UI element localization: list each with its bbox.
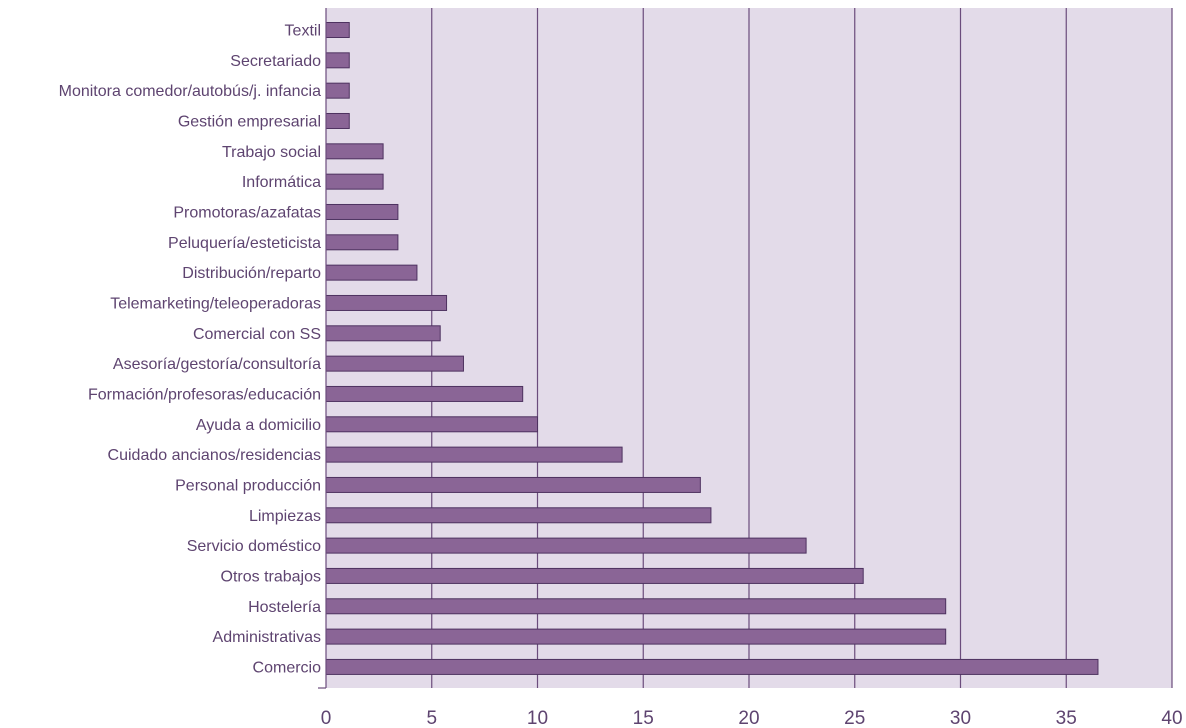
category-label: Formación/profesoras/educación [88, 386, 321, 403]
category-label: Monitora comedor/autobús/j. infancia [59, 83, 321, 100]
x-tick-label: 5 [426, 708, 437, 728]
category-label: Cuidado ancianos/residencias [108, 447, 321, 464]
x-tick-label: 15 [633, 708, 654, 728]
bar-10 [325, 325, 441, 342]
bar-19 [325, 598, 947, 615]
category-label: Comercio [253, 659, 322, 676]
x-tick-label: 10 [527, 708, 548, 728]
category-label: Peluquería/esteticista [168, 235, 321, 252]
bar-5 [325, 173, 384, 190]
category-label: Telemarketing/teleoperadoras [110, 295, 321, 312]
bar-16 [325, 507, 712, 524]
category-label: Personal producción [175, 477, 321, 494]
category-label: Administrativas [213, 629, 321, 646]
category-label: Limpiezas [249, 508, 321, 525]
bar-8 [325, 264, 418, 281]
bar-2 [325, 82, 350, 99]
bar-1 [325, 52, 350, 69]
bar-20 [325, 628, 947, 645]
category-labels: Textil Secretariado Monitora comedor/autob… [59, 23, 321, 677]
bar-9 [325, 294, 448, 311]
bar-7 [325, 234, 399, 251]
x-tick-label: 20 [738, 708, 759, 728]
bars [325, 22, 1099, 675]
category-label: Distribución/reparto [182, 265, 321, 282]
bar-6 [325, 203, 399, 220]
category-label: Informática [242, 174, 321, 191]
bar-4 [325, 143, 384, 160]
category-label: Hostelería [248, 599, 321, 616]
x-tick-label: 35 [1056, 708, 1077, 728]
category-label: Promotoras/azafatas [173, 204, 321, 221]
bar-0 [325, 22, 350, 38]
bar-18 [325, 567, 864, 584]
axes [318, 8, 327, 689]
category-label: Asesoría/gestoría/consultoría [113, 356, 321, 373]
category-label: Textil [285, 23, 321, 40]
x-tick-label: 30 [950, 708, 971, 728]
category-label: Comercial con SS [193, 326, 321, 343]
gridlines [431, 8, 1173, 688]
bar-15 [325, 476, 701, 493]
category-label: Secretariado [230, 53, 321, 70]
bar-3 [325, 112, 350, 129]
category-label: Servicio doméstico [187, 538, 321, 555]
bar-13 [325, 416, 538, 433]
x-tick-label: 0 [321, 708, 332, 728]
tick-labels: 0 5 10 15 20 25 30 35 40 [321, 708, 1183, 728]
bar-11 [325, 355, 464, 372]
category-label: Ayuda a domicilio [196, 417, 321, 434]
category-label: Gestión empresarial [178, 113, 321, 130]
bar-21 [325, 658, 1099, 675]
bar-17 [325, 537, 807, 554]
category-label: Trabajo social [222, 144, 321, 161]
x-tick-label: 40 [1161, 708, 1182, 728]
category-label: Otros trabajos [221, 568, 321, 585]
x-tick-label: 25 [844, 708, 865, 728]
bar-14 [325, 446, 623, 463]
bar-12 [325, 385, 524, 402]
